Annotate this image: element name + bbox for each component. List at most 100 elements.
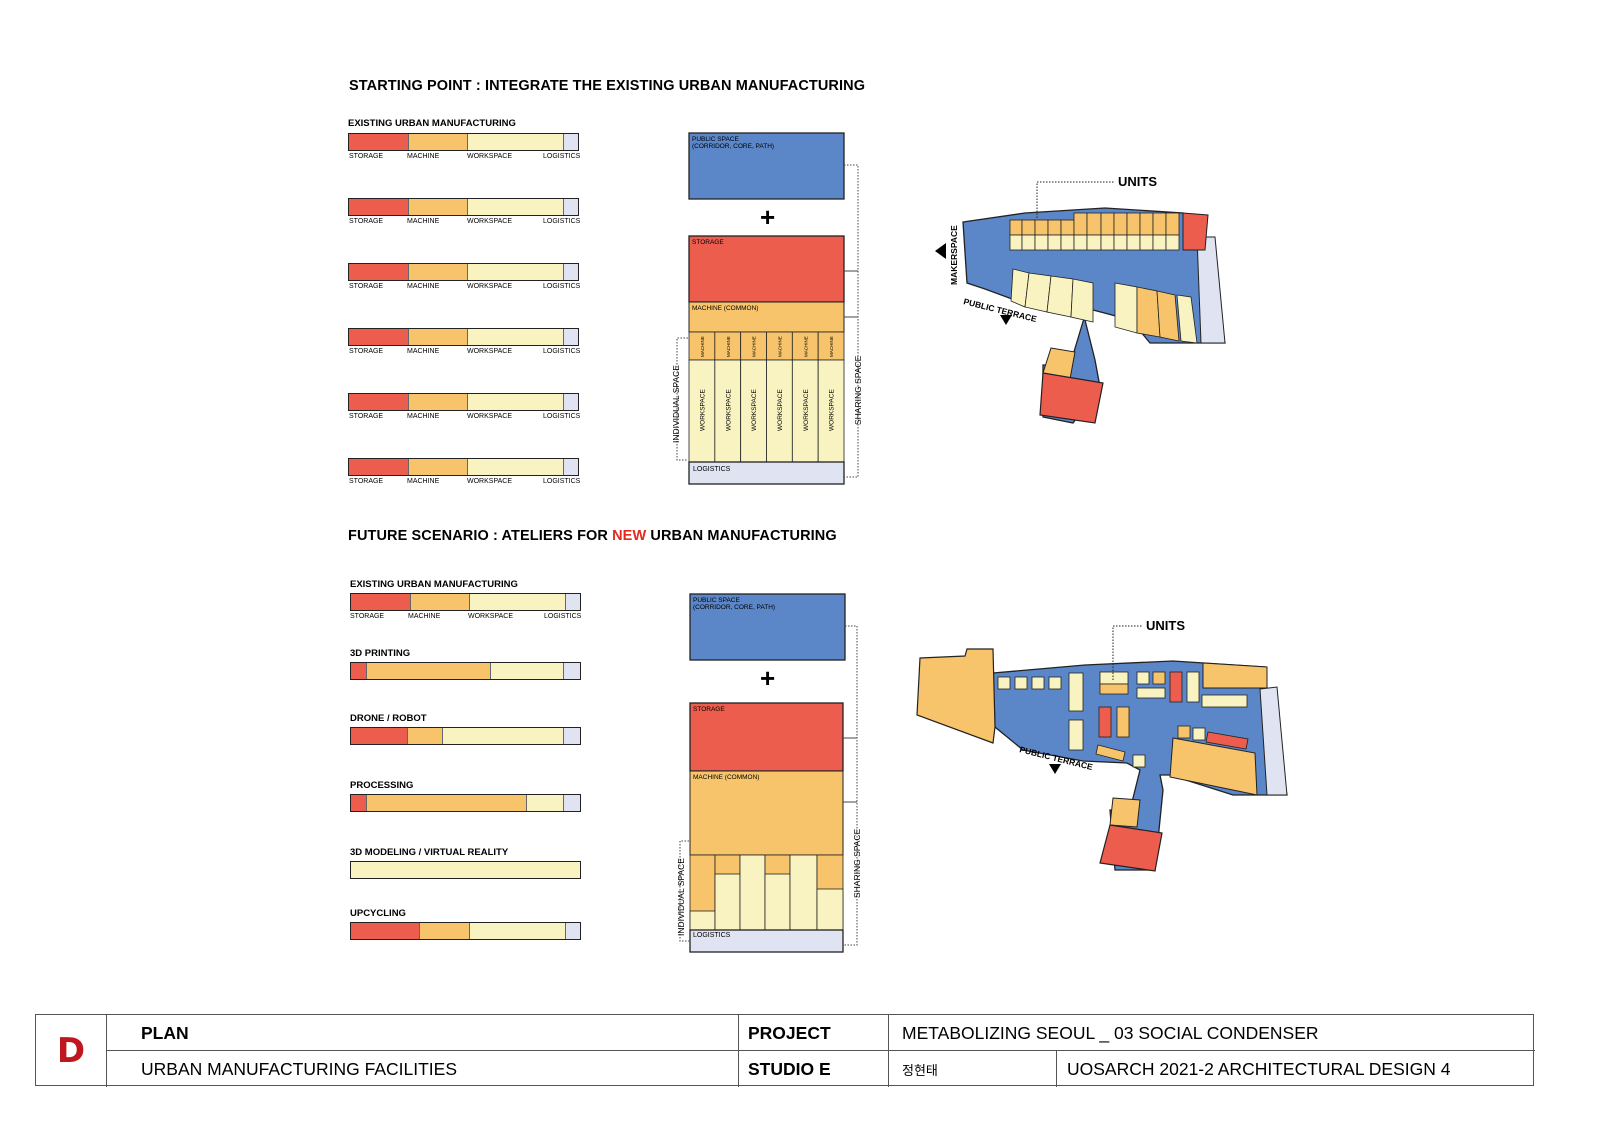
- bar-sublabel: STORAGE: [349, 218, 384, 225]
- machine-segment: [408, 728, 443, 744]
- logistics-segment: [564, 329, 578, 345]
- units-strip: [1009, 212, 1180, 251]
- storage-label: STORAGE: [692, 239, 724, 246]
- project-label: PROJECT: [748, 1022, 831, 1043]
- logistics-block: [688, 461, 845, 485]
- workspace-segment: [442, 728, 564, 744]
- bar-sublabel: STORAGE: [349, 153, 384, 160]
- unit-cell-workspace: [1165, 234, 1180, 251]
- col-divider-3: [1056, 1051, 1057, 1087]
- bar-sublabel: MACHINE: [407, 218, 440, 225]
- logistics-block: [689, 929, 844, 953]
- bar-sublabel: LOGISTICS: [543, 283, 581, 290]
- bar-sublabel: MACHINE: [407, 283, 440, 290]
- unit-machine-label: MACHINE: [803, 336, 808, 357]
- machine-segment: [419, 923, 471, 939]
- bar-sublabel: WORKSPACE: [467, 348, 512, 355]
- unit-workspace-label: WORKSPACE: [699, 389, 706, 431]
- bar-sublabel: WORKSPACE: [467, 153, 512, 160]
- logistics-segment: [564, 134, 578, 150]
- individual-units: MACHINE WORKSPACE MACHINE WORKSPACE MACHINE W…: [688, 331, 845, 463]
- plan-label: PLAN: [141, 1022, 189, 1043]
- bar-title: 3D PRINTING: [350, 648, 411, 659]
- unit-cell-machine: [1126, 212, 1141, 236]
- bar-sublabel: STORAGE: [349, 283, 384, 290]
- section2-heading-prefix: FUTURE SCENARIO : ATELIERS FOR: [348, 528, 613, 544]
- unit-machine-label: MACHINE: [726, 336, 731, 357]
- storage-segment: [349, 329, 409, 345]
- bar-sublabel: LOGISTICS: [543, 153, 581, 160]
- storage-segment: [351, 728, 409, 744]
- row-divider: [107, 1050, 1535, 1051]
- workspace-segment: [468, 329, 565, 345]
- sharing-space-bracket: [843, 625, 858, 946]
- col-divider-2: [888, 1015, 889, 1087]
- bar-sublabel: MACHINE: [407, 413, 440, 420]
- bar-sublabel: LOGISTICS: [543, 218, 581, 225]
- unit-workspace-cell: [791, 359, 819, 463]
- logo-cell: D: [36, 1015, 107, 1087]
- machine-segment: [408, 134, 469, 150]
- workspace-segment: [468, 134, 565, 150]
- unit-cell-workspace: [1100, 234, 1115, 251]
- unit-workspace-cell: [766, 359, 793, 463]
- logo: D: [56, 1031, 86, 1071]
- studio-label: STUDIO E: [748, 1058, 831, 1079]
- unit-workspace-label: WORKSPACE: [725, 389, 732, 431]
- bar-sublabel: STORAGE: [349, 478, 384, 485]
- unit-cell-machine: [1021, 219, 1036, 236]
- machine-common-block: [689, 770, 844, 856]
- workspace-segment: [468, 394, 565, 410]
- machine-segment: [408, 394, 469, 410]
- machine-common-label: MACHINE (COMMON): [692, 305, 758, 312]
- makerspace-label: MAKERSPACE: [949, 225, 959, 285]
- logistics-segment: [563, 795, 580, 811]
- public-terrace-arrow: [1049, 764, 1061, 774]
- section2-heading-highlight: NEW: [612, 528, 647, 544]
- unit-machine-cell: [688, 331, 716, 361]
- unit-cell-workspace: [1113, 234, 1128, 251]
- storage-segment: [349, 134, 409, 150]
- storage-segment: [349, 394, 409, 410]
- workspace-segment: [468, 459, 565, 475]
- unit-cell-machine: [1139, 212, 1154, 236]
- machine-segment: [408, 264, 469, 280]
- bar-sublabel: WORKSPACE: [467, 218, 512, 225]
- storage-segment: [349, 199, 409, 215]
- machine-segment: [367, 795, 528, 811]
- public-space-block: [688, 132, 845, 200]
- bar-sublabel: MACHINE: [407, 153, 440, 160]
- public-space-label: PUBLIC SPACE: [692, 136, 740, 143]
- logistics-segment: [564, 459, 578, 475]
- public-space-sublabel: (CORRIDOR, CORE, PATH): [692, 143, 774, 150]
- bar-sublabel: LOGISTICS: [543, 348, 581, 355]
- unit-cell-workspace: [1060, 234, 1075, 251]
- makerspace-arrow: [935, 243, 946, 259]
- title-block: D PLAN URBAN MANUFACTURING FACILITIES PR…: [35, 1014, 1535, 1087]
- unit-workspace-label: WORKSPACE: [751, 389, 758, 431]
- unit-machine-label: MACHINE: [777, 336, 782, 357]
- program-bar-existing-5: [348, 393, 579, 411]
- machine-segment: [410, 594, 471, 610]
- workspace-segment: [490, 663, 564, 679]
- public-space-label: PUBLIC SPACE: [693, 597, 741, 604]
- unit-machine-label: MACHINE: [752, 336, 757, 357]
- bar-sublabel: WORKSPACE: [467, 283, 512, 290]
- workspace-segment: [527, 795, 564, 811]
- plus-sign: +: [760, 663, 775, 693]
- unit-cell-machine: [1165, 212, 1180, 236]
- section1-heading: STARTING POINT : INTEGRATE THE EXISTING …: [349, 78, 866, 94]
- storage-segment: [351, 663, 368, 679]
- unit-cell-machine: [1086, 212, 1102, 236]
- sharing-space-label: SHARING SPACE: [853, 355, 863, 425]
- public-terrace-arrow: [1000, 315, 1012, 325]
- unit-workspace-label: WORKSPACE: [803, 389, 810, 431]
- program-bar-existing-3: [348, 263, 579, 281]
- bar-title: EXISTING URBAN MANUFACTURING: [348, 118, 516, 129]
- storage-block: [689, 702, 844, 772]
- logistics-segment: [564, 199, 578, 215]
- bar-sublabel: LOGISTICS: [543, 478, 581, 485]
- unit-workspace-label: WORKSPACE: [829, 389, 836, 431]
- logistics-segment: [566, 923, 580, 939]
- workspace-segment: [468, 199, 565, 215]
